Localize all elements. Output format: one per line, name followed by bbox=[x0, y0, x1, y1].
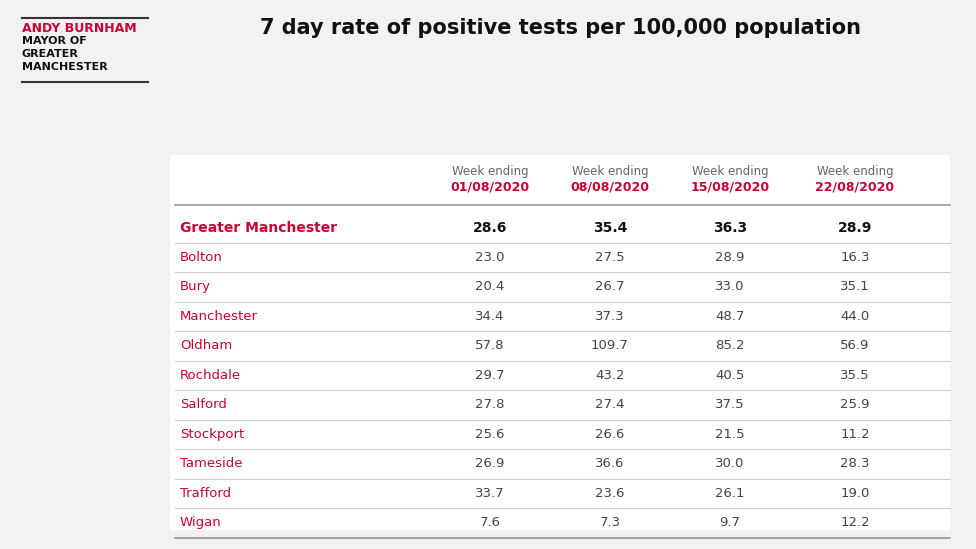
Text: 25.9: 25.9 bbox=[840, 398, 870, 411]
Text: Greater Manchester: Greater Manchester bbox=[180, 221, 337, 235]
Text: Trafford: Trafford bbox=[180, 487, 231, 500]
Text: 44.0: 44.0 bbox=[840, 310, 870, 323]
Text: 26.6: 26.6 bbox=[595, 428, 625, 441]
Text: 48.7: 48.7 bbox=[715, 310, 745, 323]
Text: 16.3: 16.3 bbox=[840, 251, 870, 264]
Text: 35.5: 35.5 bbox=[840, 369, 870, 382]
Text: 7.6: 7.6 bbox=[479, 516, 501, 529]
Text: 40.5: 40.5 bbox=[715, 369, 745, 382]
Text: Wigan: Wigan bbox=[180, 516, 222, 529]
Text: Salford: Salford bbox=[180, 398, 226, 411]
Text: 7.3: 7.3 bbox=[599, 516, 621, 529]
Text: Week ending: Week ending bbox=[572, 165, 648, 178]
Text: 08/08/2020: 08/08/2020 bbox=[571, 180, 649, 193]
Text: 11.2: 11.2 bbox=[840, 428, 870, 441]
Text: Week ending: Week ending bbox=[452, 165, 528, 178]
Text: ANDY BURNHAM: ANDY BURNHAM bbox=[22, 22, 137, 35]
Bar bbox=[170, 155, 950, 530]
Text: 27.4: 27.4 bbox=[595, 398, 625, 411]
Text: 37.5: 37.5 bbox=[715, 398, 745, 411]
Text: 35.1: 35.1 bbox=[840, 280, 870, 293]
Text: Week ending: Week ending bbox=[692, 165, 768, 178]
Text: 26.7: 26.7 bbox=[595, 280, 625, 293]
Text: 109.7: 109.7 bbox=[591, 339, 629, 352]
Text: 35.4: 35.4 bbox=[592, 221, 628, 235]
Text: 43.2: 43.2 bbox=[595, 369, 625, 382]
Text: 28.3: 28.3 bbox=[840, 457, 870, 470]
Text: Tameside: Tameside bbox=[180, 457, 242, 470]
Text: MAYOR OF
GREATER
MANCHESTER: MAYOR OF GREATER MANCHESTER bbox=[22, 36, 107, 71]
Text: 9.7: 9.7 bbox=[719, 516, 741, 529]
Text: 56.9: 56.9 bbox=[840, 339, 870, 352]
Text: Week ending: Week ending bbox=[817, 165, 893, 178]
Text: 23.0: 23.0 bbox=[475, 251, 505, 264]
Text: 12.2: 12.2 bbox=[840, 516, 870, 529]
Text: 29.7: 29.7 bbox=[475, 369, 505, 382]
Text: Manchester: Manchester bbox=[180, 310, 258, 323]
Text: 26.1: 26.1 bbox=[715, 487, 745, 500]
Text: 26.9: 26.9 bbox=[475, 457, 505, 470]
Text: 33.7: 33.7 bbox=[475, 487, 505, 500]
Text: 30.0: 30.0 bbox=[715, 457, 745, 470]
Text: 85.2: 85.2 bbox=[715, 339, 745, 352]
Text: 7 day rate of positive tests per 100,000 population: 7 day rate of positive tests per 100,000… bbox=[260, 18, 861, 38]
Text: 01/08/2020: 01/08/2020 bbox=[451, 180, 530, 193]
Text: 19.0: 19.0 bbox=[840, 487, 870, 500]
Text: 28.6: 28.6 bbox=[472, 221, 508, 235]
Text: 27.5: 27.5 bbox=[595, 251, 625, 264]
Text: Stockport: Stockport bbox=[180, 428, 244, 441]
Text: Oldham: Oldham bbox=[180, 339, 232, 352]
Text: 28.9: 28.9 bbox=[715, 251, 745, 264]
Text: 28.9: 28.9 bbox=[837, 221, 873, 235]
Text: 37.3: 37.3 bbox=[595, 310, 625, 323]
Text: 36.3: 36.3 bbox=[712, 221, 747, 235]
Text: 21.5: 21.5 bbox=[715, 428, 745, 441]
Text: Rochdale: Rochdale bbox=[180, 369, 241, 382]
Text: 34.4: 34.4 bbox=[475, 310, 505, 323]
Text: 23.6: 23.6 bbox=[595, 487, 625, 500]
Text: 33.0: 33.0 bbox=[715, 280, 745, 293]
Text: 22/08/2020: 22/08/2020 bbox=[815, 180, 895, 193]
Text: Bolton: Bolton bbox=[180, 251, 223, 264]
Text: 36.6: 36.6 bbox=[595, 457, 625, 470]
Text: 57.8: 57.8 bbox=[475, 339, 505, 352]
Text: 15/08/2020: 15/08/2020 bbox=[690, 180, 769, 193]
Text: 25.6: 25.6 bbox=[475, 428, 505, 441]
Text: 20.4: 20.4 bbox=[475, 280, 505, 293]
Text: Bury: Bury bbox=[180, 280, 211, 293]
Text: 27.8: 27.8 bbox=[475, 398, 505, 411]
